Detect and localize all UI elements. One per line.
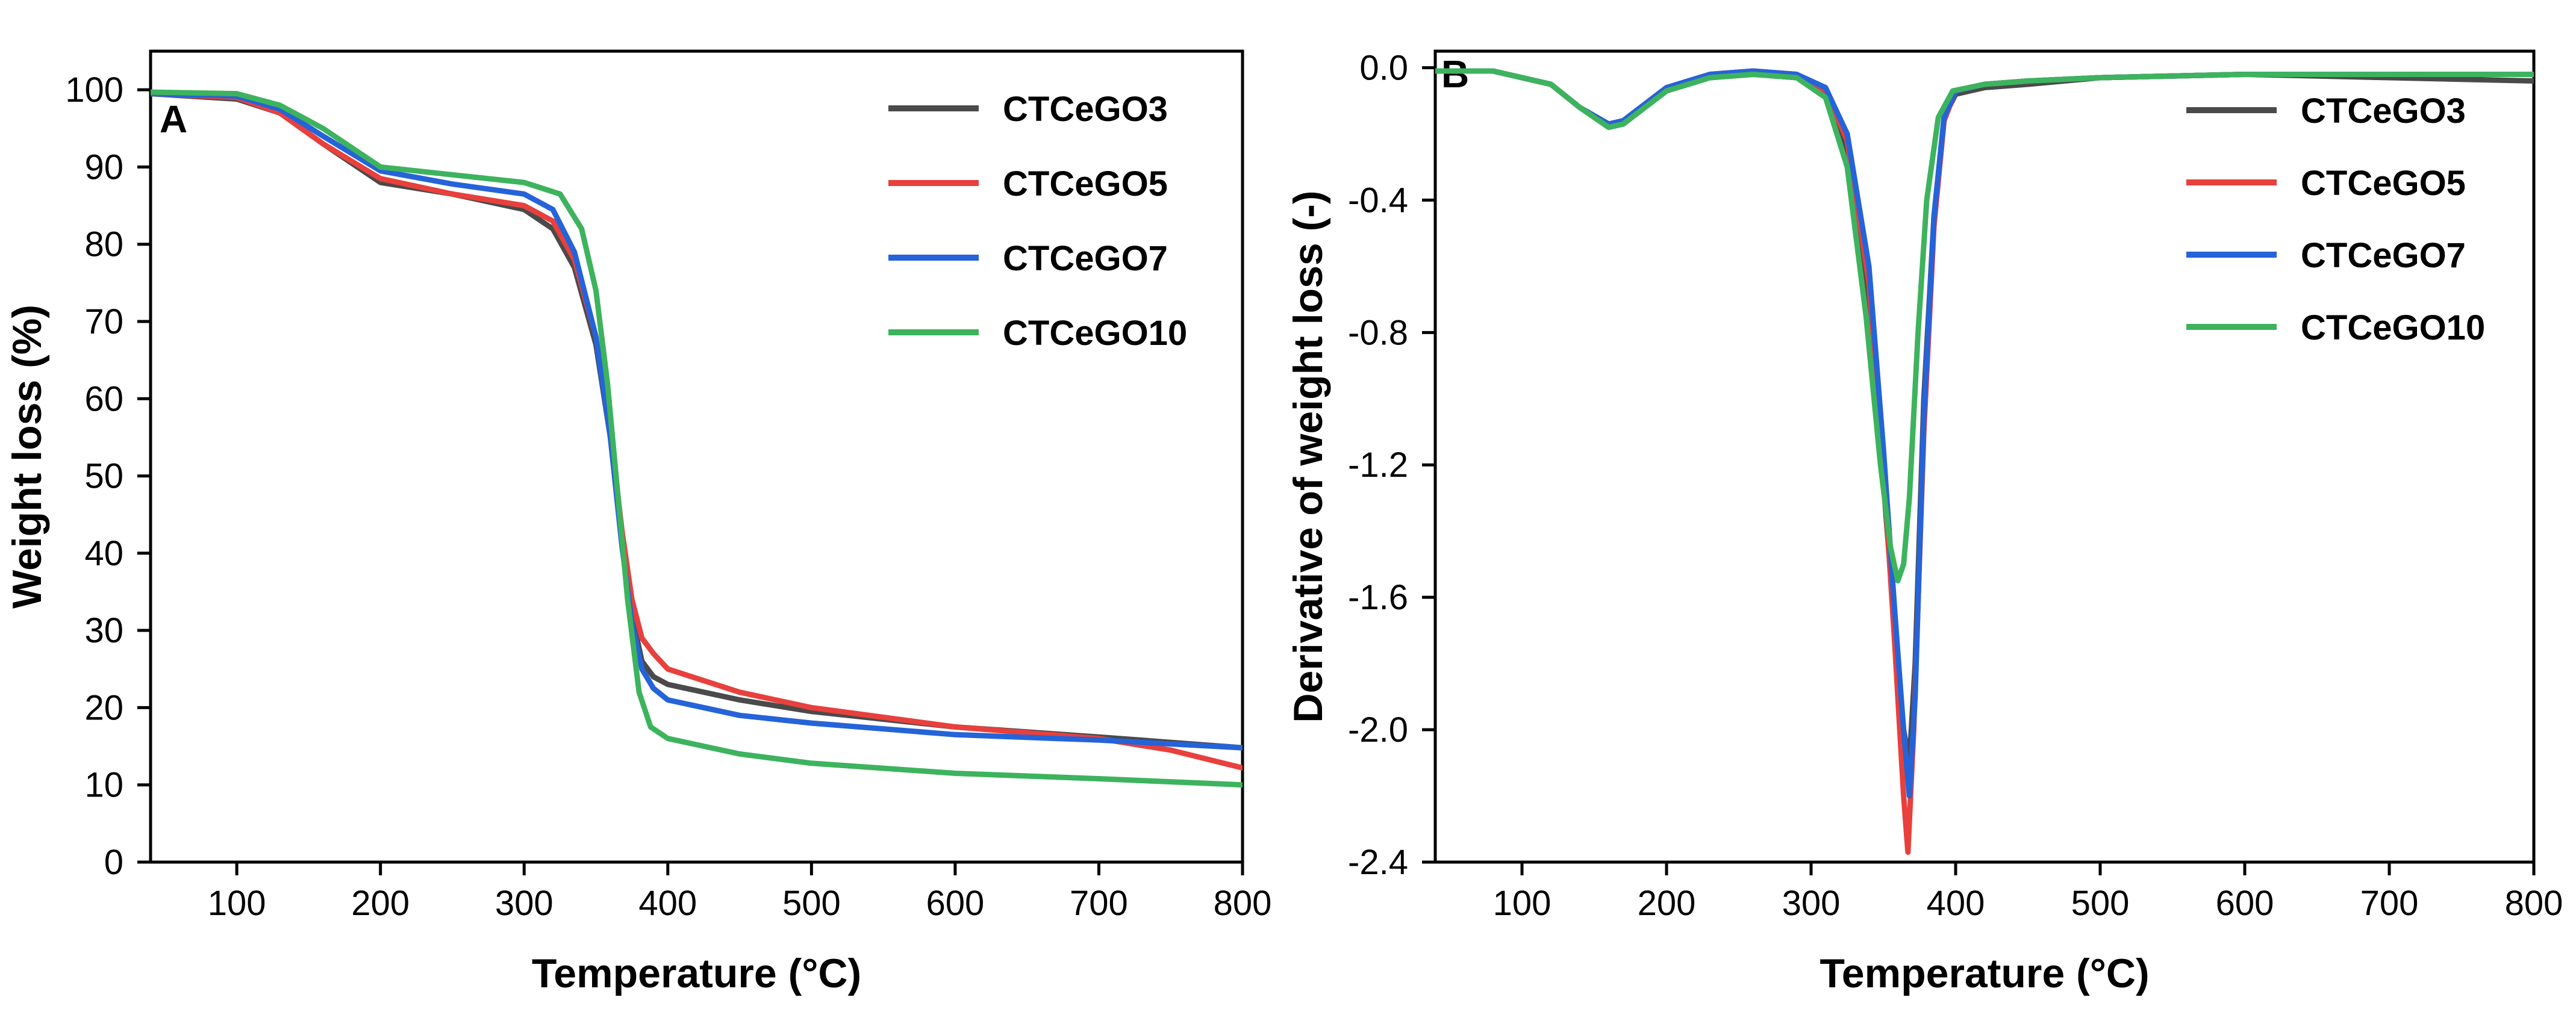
x-tick-label: 100 [208, 884, 266, 923]
y-tick-label: 80 [84, 225, 123, 264]
chart-panel-b: 100 200 300 400 500 600 700 800 0.0 -0.4 -0.8 -1.2 -… [1285, 48, 2563, 996]
x-tick-label: 700 [1070, 884, 1128, 923]
x-axis-title: Temperature (°C) [1820, 951, 2149, 996]
x-tick-label: 800 [2505, 884, 2563, 923]
y-tick-label: -1.6 [1348, 578, 1408, 617]
y-tick-label: -2.4 [1348, 843, 1408, 882]
plot-frame [1433, 49, 2536, 864]
y-tick-label: 0.0 [1359, 48, 1408, 87]
series-group [151, 89, 1243, 788]
y-tick-label: 40 [84, 534, 123, 573]
y-tick-label: -0.8 [1348, 313, 1408, 352]
y-tick-label: 90 [84, 147, 123, 187]
series-group [1435, 68, 2534, 855]
legend-label: CTCeGO10 [1003, 314, 1187, 353]
legend-label: CTCeGO5 [1003, 164, 1168, 203]
y-tick-label: 30 [84, 611, 123, 650]
y-tick-label: 10 [84, 766, 123, 805]
x-tick-label: 200 [351, 884, 410, 923]
x-tick-label: 100 [1493, 884, 1552, 923]
y-tick-label: -2.0 [1348, 710, 1408, 750]
legend-label: CTCeGO10 [2301, 308, 2485, 347]
y-tick-label: 50 [84, 457, 123, 496]
x-tick-label: 800 [1214, 884, 1272, 923]
chart-panel-a: 100 200 300 400 500 600 700 800 0 10 20 30 40 50 60 70 8… [4, 49, 1272, 996]
x-tick-label: 400 [1927, 884, 1985, 923]
legend: CTCeGO3 CTCeGO5 CTCeGO7 CTCeGO10 [2186, 92, 2485, 347]
x-tick-label: 300 [495, 884, 554, 923]
y-tick-label: 70 [84, 302, 123, 341]
legend-label: CTCeGO3 [2301, 92, 2466, 131]
legend: CTCeGO3 CTCeGO5 CTCeGO7 CTCeGO10 [888, 90, 1187, 353]
series-line-ctcego10 [1435, 68, 2534, 584]
panel-letter: B [1441, 52, 1469, 96]
x-tick-label: 300 [1782, 884, 1841, 923]
x-axis-title: Temperature (°C) [532, 951, 861, 996]
y-tick-label: 0 [104, 843, 123, 882]
x-tick-label: 400 [638, 884, 697, 923]
x-tick-label: 200 [1638, 884, 1696, 923]
y-axis-title: Derivative of weight loss (-) [1285, 190, 1331, 722]
x-tick-label: 500 [782, 884, 841, 923]
legend-label: CTCeGO5 [2301, 164, 2466, 203]
legend-label: CTCeGO7 [1003, 239, 1168, 278]
x-tick-label: 500 [2071, 884, 2130, 923]
x-tick-label: 600 [2216, 884, 2274, 923]
x-tick-label: 600 [926, 884, 985, 923]
plot-frame [149, 49, 1244, 864]
y-tick-label: 20 [84, 688, 123, 727]
y-tick-label: -1.2 [1348, 445, 1408, 485]
y-tick-label: 100 [65, 70, 123, 110]
x-tick-label: 700 [2360, 884, 2419, 923]
legend-label: CTCeGO7 [2301, 236, 2466, 275]
panel-letter: A [160, 98, 187, 141]
y-tick-label: 60 [84, 379, 123, 418]
legend-label: CTCeGO3 [1003, 90, 1168, 129]
y-tick-label: -0.4 [1348, 181, 1408, 220]
series-line-ctcego10 [151, 89, 1243, 788]
y-axis-title: Weight loss (%) [4, 305, 50, 609]
